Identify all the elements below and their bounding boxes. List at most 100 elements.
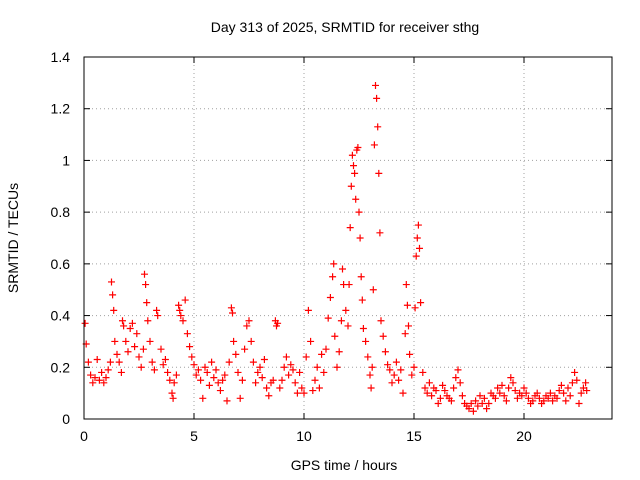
- data-point: [258, 374, 266, 382]
- data-point: [414, 221, 422, 229]
- data-point: [406, 350, 414, 358]
- data-point: [109, 291, 117, 299]
- data-point: [337, 317, 345, 325]
- data-point: [197, 376, 205, 384]
- data-point: [560, 389, 568, 397]
- data-point: [413, 234, 421, 242]
- data-point: [179, 317, 187, 325]
- data-point: [344, 322, 352, 330]
- data-point: [177, 312, 185, 320]
- grid: [84, 57, 612, 419]
- data-point: [227, 304, 235, 312]
- data-point: [372, 81, 379, 89]
- data-point: [377, 317, 385, 325]
- data-point: [568, 379, 576, 387]
- data-point: [243, 322, 251, 330]
- data-point: [256, 363, 264, 371]
- data-point: [330, 260, 338, 268]
- data-point: [496, 389, 504, 397]
- data-point: [485, 399, 493, 407]
- data-point: [483, 405, 491, 413]
- data-point: [194, 366, 202, 374]
- data-point: [564, 384, 572, 392]
- data-point: [315, 384, 323, 392]
- data-point: [544, 394, 552, 402]
- data-point: [375, 169, 383, 177]
- data-point: [571, 368, 579, 376]
- data-point: [509, 379, 517, 387]
- data-point: [450, 384, 458, 392]
- data-point: [500, 392, 508, 400]
- data-point: [432, 387, 440, 395]
- data-point: [478, 399, 486, 407]
- y-tick-label: 0.8: [51, 204, 71, 220]
- data-point: [364, 353, 372, 361]
- data-point: [133, 330, 141, 338]
- data-point: [166, 376, 174, 384]
- data-point: [131, 343, 139, 351]
- data-point: [324, 314, 332, 322]
- data-point: [346, 224, 354, 232]
- data-point: [425, 379, 433, 387]
- data-point: [289, 366, 297, 374]
- data-point: [347, 182, 355, 190]
- data-point: [146, 337, 154, 345]
- data-point: [238, 376, 246, 384]
- data-point: [562, 397, 570, 405]
- data-point: [296, 368, 304, 376]
- data-point: [223, 397, 231, 405]
- data-point: [549, 397, 557, 405]
- x-tick-label: 10: [296, 428, 312, 444]
- data-point: [282, 353, 290, 361]
- data-point: [269, 376, 277, 384]
- data-point: [370, 141, 378, 149]
- data-point: [81, 319, 89, 327]
- data-point: [333, 363, 341, 371]
- data-point: [115, 358, 123, 366]
- data-point: [388, 379, 396, 387]
- data-point: [102, 374, 110, 382]
- data-point: [225, 358, 233, 366]
- data-point: [326, 293, 334, 301]
- data-point: [369, 286, 377, 294]
- data-point: [507, 374, 515, 382]
- data-point: [300, 389, 308, 397]
- data-point: [392, 358, 400, 366]
- data-point: [421, 384, 429, 392]
- data-point: [331, 332, 339, 340]
- data-point: [318, 350, 326, 358]
- data-point: [181, 296, 189, 304]
- data-point: [452, 374, 460, 382]
- data-point: [522, 389, 530, 397]
- y-tick-label: 1.2: [51, 101, 71, 117]
- data-point: [575, 399, 583, 407]
- data-point: [170, 379, 178, 387]
- data-point: [358, 296, 366, 304]
- data-point: [188, 353, 196, 361]
- data-point: [411, 304, 419, 312]
- data-point: [154, 312, 162, 320]
- data-point: [320, 368, 328, 376]
- data-point: [309, 387, 317, 395]
- x-axis-label: GPS time / hours: [291, 457, 398, 473]
- data-point: [417, 299, 425, 307]
- data-point: [143, 299, 151, 307]
- data-point: [241, 345, 249, 353]
- data-point: [104, 366, 112, 374]
- data-point: [89, 379, 97, 387]
- data-point: [357, 273, 365, 281]
- data-point: [511, 387, 519, 395]
- data-point: [540, 397, 548, 405]
- x-axis-ticks: 0 5 10 15 20: [80, 57, 532, 444]
- data-point: [553, 394, 561, 402]
- data-point: [557, 381, 565, 389]
- data-point: [533, 389, 541, 397]
- data-point: [141, 270, 148, 278]
- data-point: [192, 371, 200, 379]
- data-point: [405, 322, 412, 330]
- data-point: [454, 366, 462, 374]
- data-point: [232, 350, 240, 358]
- y-tick-label: 0.6: [51, 256, 71, 272]
- data-point: [229, 309, 236, 317]
